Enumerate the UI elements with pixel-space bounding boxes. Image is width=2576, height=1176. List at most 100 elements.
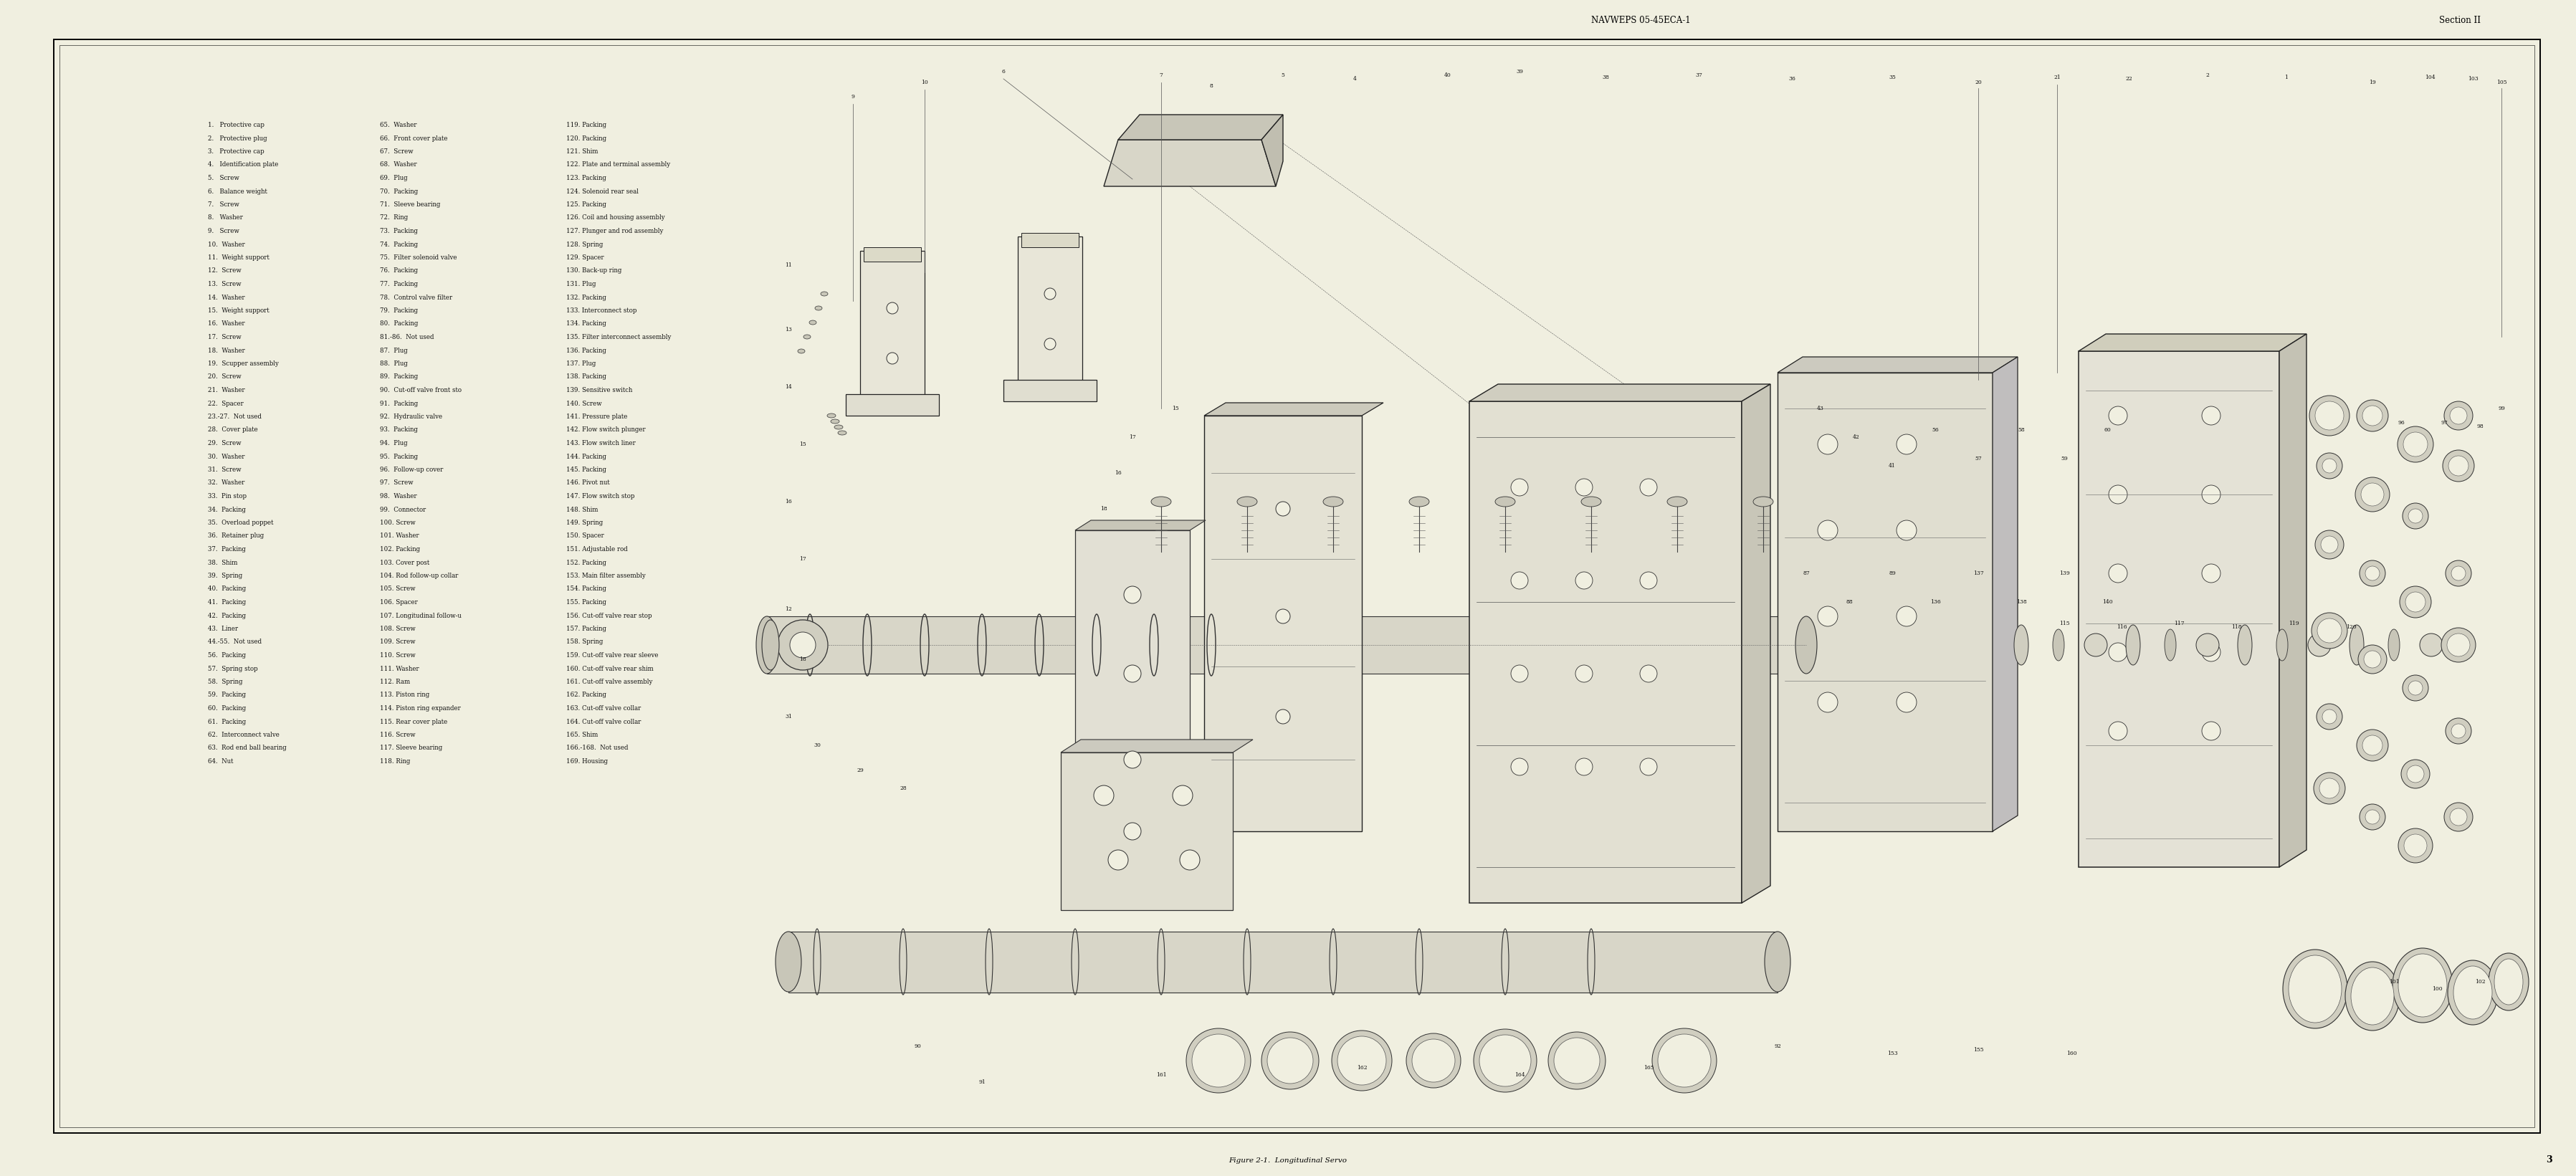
Circle shape bbox=[2316, 453, 2342, 479]
Ellipse shape bbox=[835, 425, 842, 429]
Circle shape bbox=[2403, 834, 2427, 857]
Text: 93.  Packing: 93. Packing bbox=[379, 427, 417, 433]
Text: 57: 57 bbox=[1976, 456, 1981, 461]
Text: 29.  Screw: 29. Screw bbox=[209, 440, 242, 447]
Ellipse shape bbox=[2352, 968, 2393, 1024]
Circle shape bbox=[1896, 693, 1917, 713]
Text: 112. Ram: 112. Ram bbox=[379, 679, 410, 686]
Text: 72.  Ring: 72. Ring bbox=[379, 215, 407, 221]
Circle shape bbox=[2403, 432, 2427, 456]
Text: 97.  Screw: 97. Screw bbox=[379, 480, 412, 486]
Circle shape bbox=[2450, 407, 2468, 425]
Circle shape bbox=[1180, 850, 1200, 870]
Text: 78.  Control valve filter: 78. Control valve filter bbox=[379, 294, 453, 301]
Circle shape bbox=[2110, 486, 2128, 503]
Text: 153. Main filter assembly: 153. Main filter assembly bbox=[567, 573, 647, 579]
Circle shape bbox=[2202, 564, 2221, 582]
Text: 126. Coil and housing assembly: 126. Coil and housing assembly bbox=[567, 215, 665, 221]
Ellipse shape bbox=[2344, 962, 2401, 1030]
Text: 139: 139 bbox=[2058, 570, 2069, 576]
Text: 10.  Washer: 10. Washer bbox=[209, 241, 245, 248]
Text: 4: 4 bbox=[1352, 76, 1358, 81]
Text: 142. Flow switch plunger: 142. Flow switch plunger bbox=[567, 427, 647, 433]
Circle shape bbox=[1193, 1034, 1244, 1087]
Ellipse shape bbox=[2164, 629, 2177, 661]
Text: 3.   Protective cap: 3. Protective cap bbox=[209, 148, 265, 155]
Text: 56: 56 bbox=[1932, 427, 1940, 433]
Circle shape bbox=[2362, 483, 2383, 506]
Text: 100: 100 bbox=[2432, 987, 2442, 991]
Text: 1.   Protective cap: 1. Protective cap bbox=[209, 122, 265, 128]
Text: 115. Rear cover plate: 115. Rear cover plate bbox=[379, 719, 448, 724]
Text: 154. Packing: 154. Packing bbox=[567, 586, 605, 593]
Circle shape bbox=[2316, 530, 2344, 559]
Text: 63.  Rod end ball bearing: 63. Rod end ball bearing bbox=[209, 744, 286, 751]
Text: 116: 116 bbox=[2117, 624, 2128, 630]
Bar bbox=[2079, 352, 2280, 867]
Ellipse shape bbox=[2053, 629, 2063, 661]
Circle shape bbox=[2398, 828, 2432, 863]
Text: 108. Screw: 108. Screw bbox=[379, 626, 415, 632]
Bar bbox=[1061, 753, 1234, 910]
Text: 151. Adjustable rod: 151. Adjustable rod bbox=[567, 546, 629, 553]
Ellipse shape bbox=[2277, 629, 2287, 661]
Text: 158. Spring: 158. Spring bbox=[567, 639, 603, 646]
Text: 15: 15 bbox=[799, 441, 806, 447]
Bar bbox=[1074, 530, 1190, 874]
Text: 115: 115 bbox=[2058, 621, 2069, 627]
Circle shape bbox=[1275, 502, 1291, 516]
Circle shape bbox=[2313, 773, 2344, 804]
Bar bbox=[1005, 380, 1097, 401]
Text: 137. Plug: 137. Plug bbox=[567, 361, 595, 367]
Circle shape bbox=[1819, 520, 1837, 540]
Bar bbox=[1020, 233, 1079, 247]
Text: 21: 21 bbox=[2053, 74, 2061, 80]
Ellipse shape bbox=[829, 419, 840, 423]
Text: 28.  Cover plate: 28. Cover plate bbox=[209, 427, 258, 433]
Text: 40.  Packing: 40. Packing bbox=[209, 586, 247, 593]
Text: 37: 37 bbox=[1695, 73, 1703, 78]
Text: 3: 3 bbox=[2545, 1156, 2553, 1165]
Circle shape bbox=[2409, 681, 2421, 695]
Circle shape bbox=[2308, 634, 2331, 656]
Text: 23.-27.  Not used: 23.-27. Not used bbox=[209, 414, 263, 420]
Text: 74.  Packing: 74. Packing bbox=[379, 241, 417, 248]
Text: 107. Longitudinal follow-u: 107. Longitudinal follow-u bbox=[379, 613, 461, 619]
Circle shape bbox=[1577, 666, 1592, 682]
Circle shape bbox=[2202, 722, 2221, 740]
Text: 87.  Plug: 87. Plug bbox=[379, 347, 407, 354]
Text: 36.  Retainer plug: 36. Retainer plug bbox=[209, 533, 263, 540]
Ellipse shape bbox=[762, 620, 778, 670]
Circle shape bbox=[1641, 759, 1656, 775]
Circle shape bbox=[2365, 566, 2380, 581]
Text: 60: 60 bbox=[2105, 427, 2110, 433]
Circle shape bbox=[2406, 592, 2427, 612]
Text: 11.  Weight support: 11. Weight support bbox=[209, 254, 270, 261]
Text: 117: 117 bbox=[2174, 621, 2184, 627]
Text: 58.  Spring: 58. Spring bbox=[209, 679, 242, 686]
Text: 89.  Packing: 89. Packing bbox=[379, 374, 417, 380]
Ellipse shape bbox=[837, 430, 848, 435]
Text: 33.  Pin stop: 33. Pin stop bbox=[209, 493, 247, 500]
Circle shape bbox=[2318, 779, 2339, 799]
Text: 41: 41 bbox=[1888, 463, 1896, 469]
Circle shape bbox=[1512, 759, 1528, 775]
Text: 103. Cover post: 103. Cover post bbox=[379, 560, 430, 566]
Text: 35: 35 bbox=[1888, 74, 1896, 80]
Text: 138. Packing: 138. Packing bbox=[567, 374, 605, 380]
Circle shape bbox=[2442, 628, 2476, 662]
Text: 77.  Packing: 77. Packing bbox=[379, 281, 417, 287]
Text: 5: 5 bbox=[1280, 73, 1285, 78]
Circle shape bbox=[2110, 722, 2128, 740]
Bar bbox=[863, 247, 922, 261]
Text: 144. Packing: 144. Packing bbox=[567, 453, 605, 460]
Circle shape bbox=[2398, 427, 2434, 462]
Text: 159. Cut-off valve rear sleeve: 159. Cut-off valve rear sleeve bbox=[567, 653, 659, 659]
Text: 58: 58 bbox=[2017, 427, 2025, 433]
Text: 125. Packing: 125. Packing bbox=[567, 201, 605, 208]
Ellipse shape bbox=[1409, 496, 1430, 507]
Text: 61.  Packing: 61. Packing bbox=[209, 719, 247, 724]
Circle shape bbox=[2445, 401, 2473, 430]
Circle shape bbox=[2316, 401, 2344, 430]
Circle shape bbox=[2357, 729, 2388, 761]
